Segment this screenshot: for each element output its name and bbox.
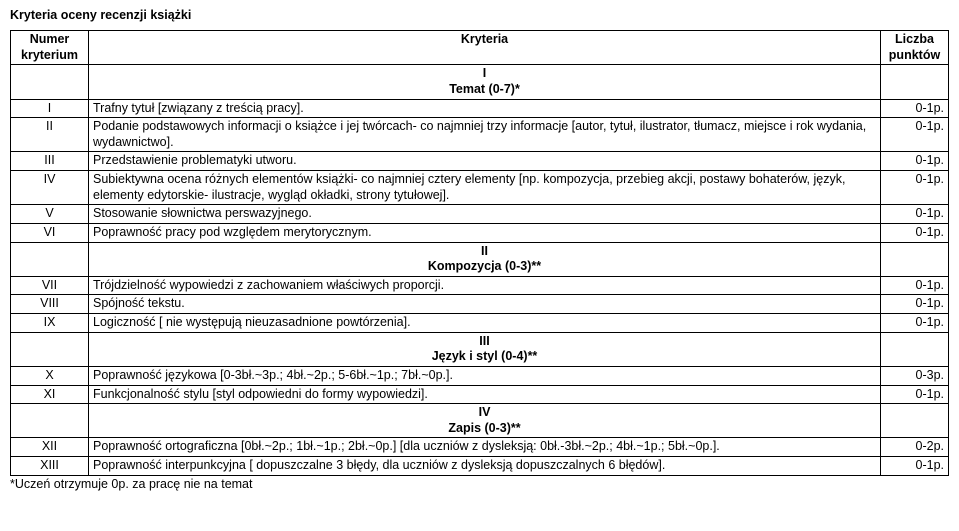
row-pts: 0-1p. — [881, 385, 949, 404]
row-pts: 0-1p. — [881, 152, 949, 171]
section-row: I Temat (0-7)* — [11, 65, 949, 99]
row-text: Funkcjonalność stylu [styl odpowiedni do… — [89, 385, 881, 404]
row-pts: 0-1p. — [881, 314, 949, 333]
row-text: Spójność tekstu. — [89, 295, 881, 314]
row-text: Trójdzielność wypowiedzi z zachowaniem w… — [89, 276, 881, 295]
row-num: I — [11, 99, 89, 118]
row-text: Subiektywna ocena różnych elementów ksią… — [89, 171, 881, 205]
section-row: II Kompozycja (0-3)** — [11, 242, 949, 276]
row-num: VII — [11, 276, 89, 295]
row-pts: 0-1p. — [881, 205, 949, 224]
row-pts: 0-2p. — [881, 438, 949, 457]
row-text: Poprawność interpunkcyjna [ dopuszczalne… — [89, 457, 881, 476]
section-title: Język i styl (0-4)** — [432, 349, 538, 363]
page-title: Kryteria oceny recenzji książki — [10, 8, 949, 22]
row-num: VI — [11, 223, 89, 242]
section-number: III — [479, 334, 489, 348]
table-row: X Poprawność językowa [0-3bł.~3p.; 4bł.~… — [11, 366, 949, 385]
table-row: IX Logiczność [ nie występują nieuzasadn… — [11, 314, 949, 333]
table-row: VIII Spójność tekstu. 0-1p. — [11, 295, 949, 314]
row-num: XIII — [11, 457, 89, 476]
row-pts: 0-1p. — [881, 99, 949, 118]
row-pts: 0-1p. — [881, 457, 949, 476]
table-row: XIII Poprawność interpunkcyjna [ dopuszc… — [11, 457, 949, 476]
criteria-table: Numer kryterium Kryteria Liczba punktów … — [10, 30, 949, 476]
footnote: *Uczeń otrzymuje 0p. za pracę nie na tem… — [10, 477, 949, 491]
section-title: Kompozycja (0-3)** — [428, 259, 541, 273]
table-header-row: Numer kryterium Kryteria Liczba punktów — [11, 31, 949, 65]
section-title: Temat (0-7)* — [449, 82, 520, 96]
row-pts: 0-1p. — [881, 276, 949, 295]
row-text: Trafny tytuł [związany z treścią pracy]. — [89, 99, 881, 118]
section-number: IV — [479, 405, 491, 419]
table-row: VII Trójdzielność wypowiedzi z zachowani… — [11, 276, 949, 295]
section-title: Zapis (0-3)** — [448, 421, 520, 435]
row-text: Poprawność pracy pod względem merytorycz… — [89, 223, 881, 242]
table-row: I Trafny tytuł [związany z treścią pracy… — [11, 99, 949, 118]
table-row: XII Poprawność ortograficzna [0bł.~2p.; … — [11, 438, 949, 457]
row-num: II — [11, 118, 89, 152]
row-text: Logiczność [ nie występują nieuzasadnion… — [89, 314, 881, 333]
row-pts: 0-1p. — [881, 223, 949, 242]
table-row: II Podanie podstawowych informacji o ksi… — [11, 118, 949, 152]
table-row: VI Poprawność pracy pod względem merytor… — [11, 223, 949, 242]
row-num: III — [11, 152, 89, 171]
row-num: VIII — [11, 295, 89, 314]
row-text: Przedstawienie problematyki utworu. — [89, 152, 881, 171]
row-pts: 0-1p. — [881, 118, 949, 152]
row-num: IV — [11, 171, 89, 205]
row-num: X — [11, 366, 89, 385]
row-pts: 0-1p. — [881, 295, 949, 314]
header-crit: Kryteria — [89, 31, 881, 65]
header-pts: Liczba punktów — [881, 31, 949, 65]
row-num: V — [11, 205, 89, 224]
row-text: Podanie podstawowych informacji o książc… — [89, 118, 881, 152]
section-row: III Język i styl (0-4)** — [11, 332, 949, 366]
header-num: Numer kryterium — [11, 31, 89, 65]
row-num: IX — [11, 314, 89, 333]
section-number: I — [483, 66, 486, 80]
row-text: Poprawność ortograficzna [0bł.~2p.; 1bł.… — [89, 438, 881, 457]
row-pts: 0-3p. — [881, 366, 949, 385]
row-text: Poprawność językowa [0-3bł.~3p.; 4bł.~2p… — [89, 366, 881, 385]
row-num: XI — [11, 385, 89, 404]
row-num: XII — [11, 438, 89, 457]
row-text: Stosowanie słownictwa perswazyjnego. — [89, 205, 881, 224]
row-pts: 0-1p. — [881, 171, 949, 205]
section-number: II — [481, 244, 488, 258]
table-row: IV Subiektywna ocena różnych elementów k… — [11, 171, 949, 205]
table-row: V Stosowanie słownictwa perswazyjnego. 0… — [11, 205, 949, 224]
table-row: XI Funkcjonalność stylu [styl odpowiedni… — [11, 385, 949, 404]
table-row: III Przedstawienie problematyki utworu. … — [11, 152, 949, 171]
section-row: IV Zapis (0-3)** — [11, 404, 949, 438]
